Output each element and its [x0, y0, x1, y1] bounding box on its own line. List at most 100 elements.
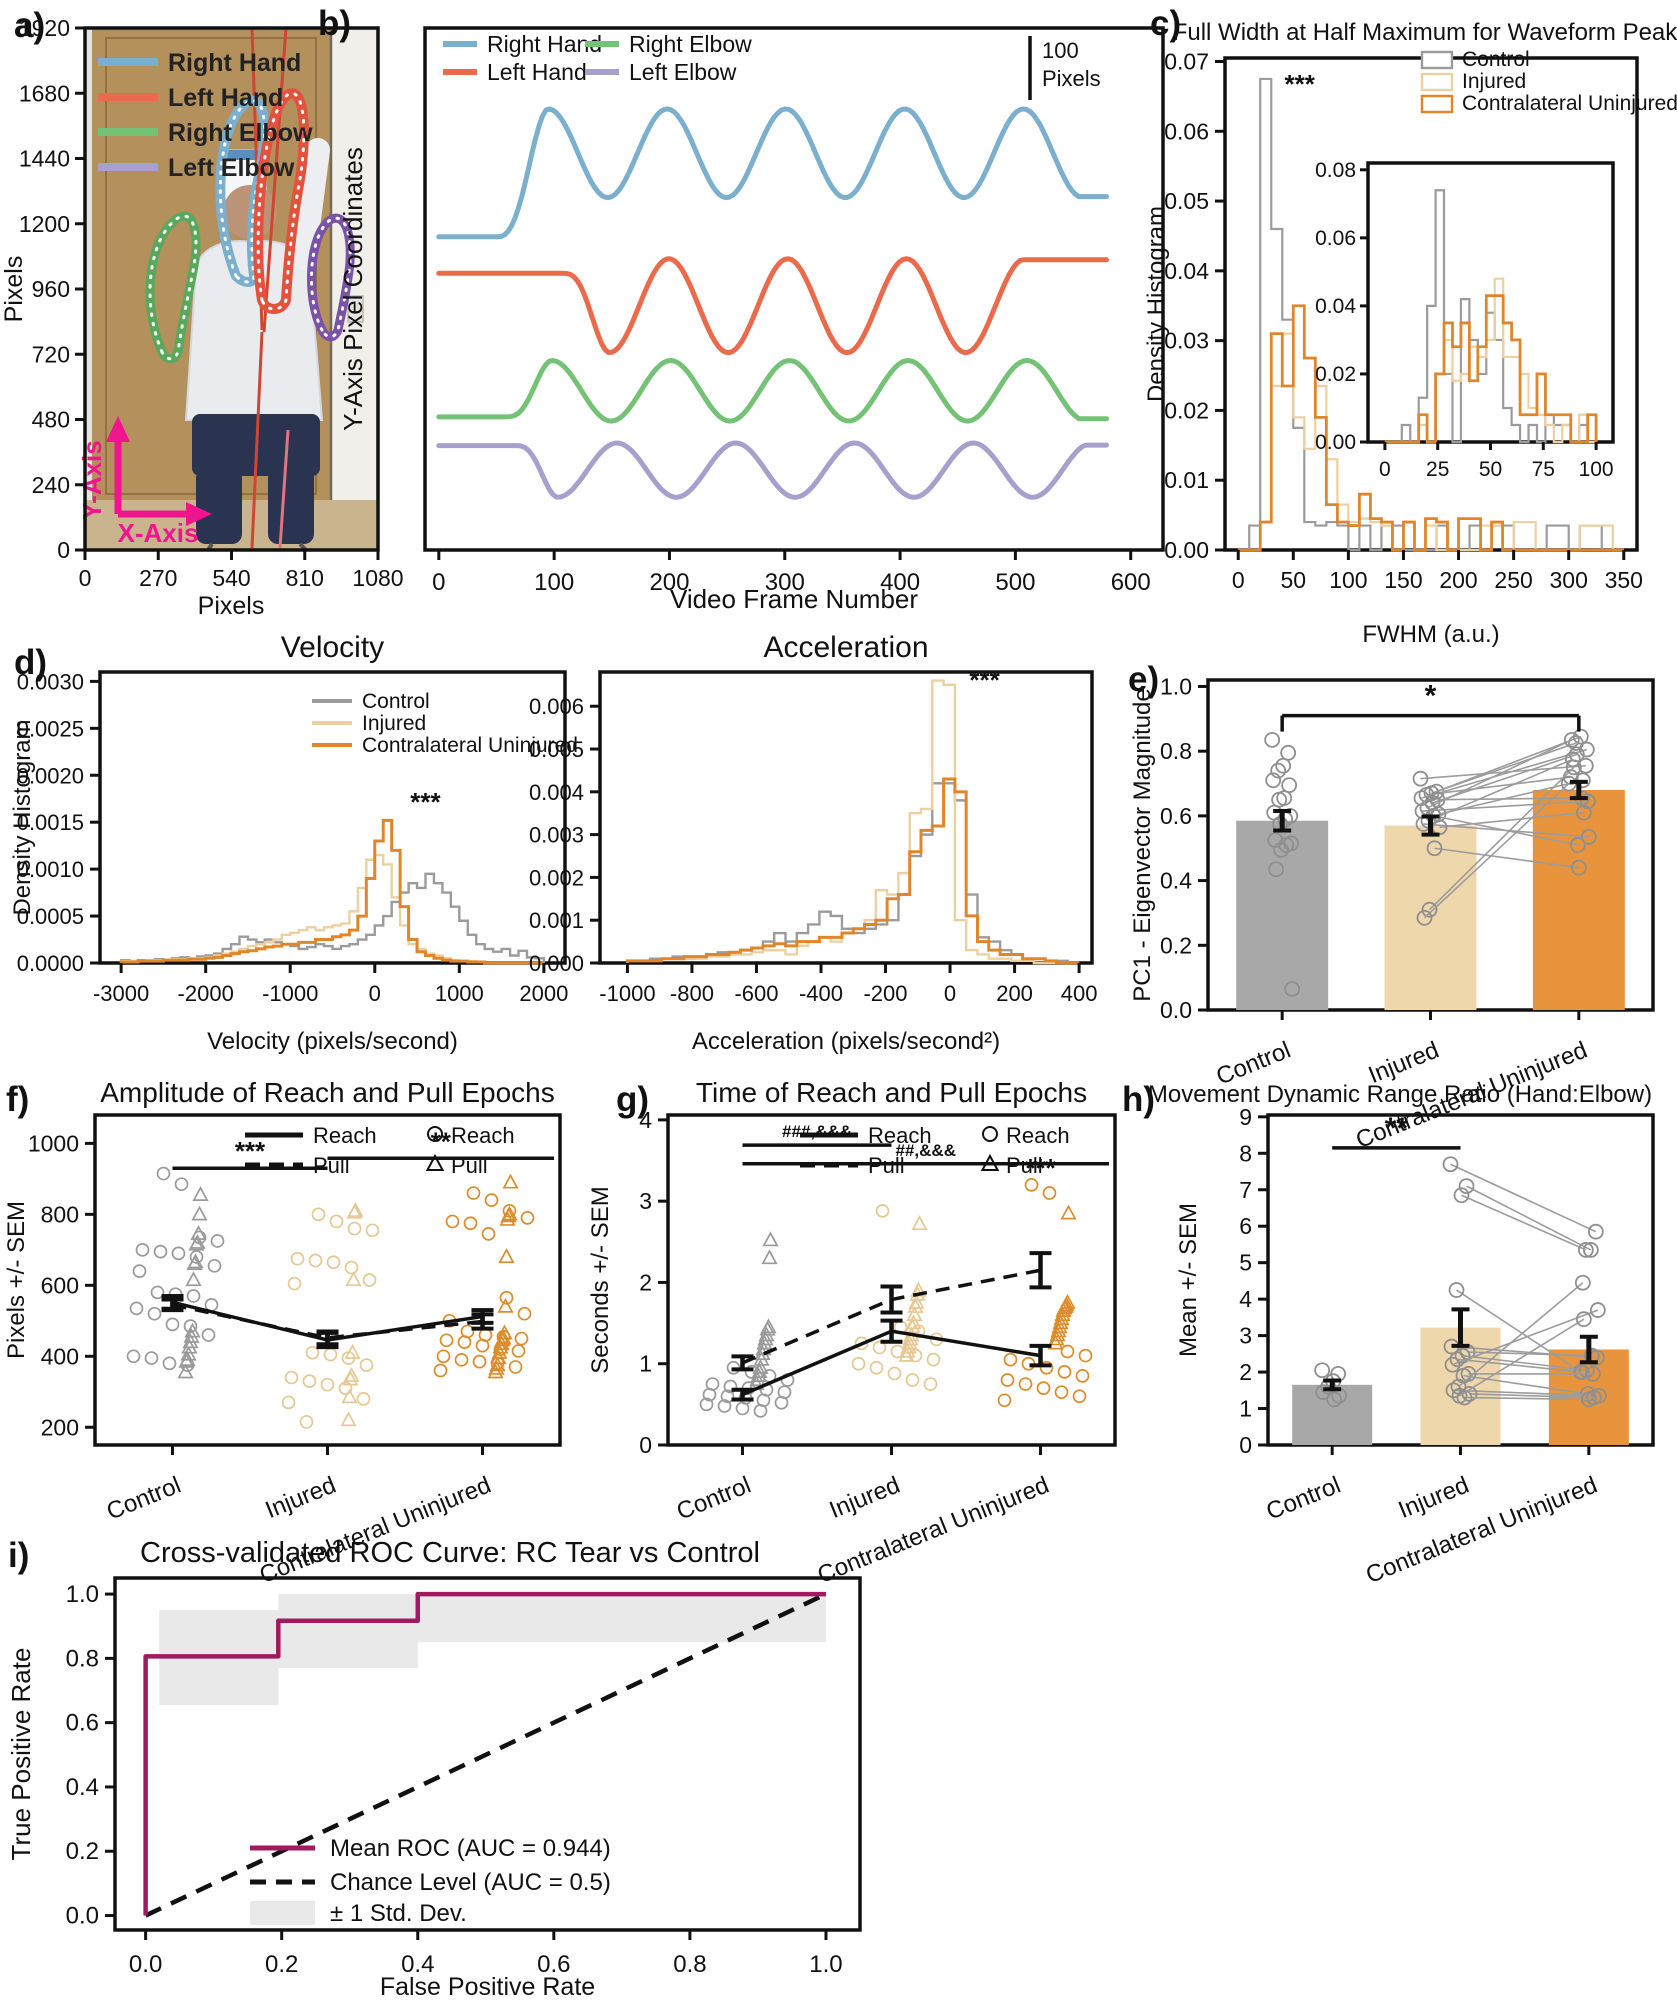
svg-text:150: 150 — [1384, 567, 1422, 593]
svg-text:FWHM (a.u.): FWHM (a.u.) — [1362, 621, 1499, 648]
svg-text:810: 810 — [286, 565, 324, 591]
svg-text:Pixels: Pixels — [1042, 66, 1101, 91]
panel-a-label: a) — [14, 6, 46, 45]
svg-text:Velocity: Velocity — [281, 631, 384, 664]
svg-text:Left Elbow: Left Elbow — [168, 154, 295, 182]
svg-text:0.001: 0.001 — [529, 908, 584, 933]
panel-h-label: h) — [1122, 1080, 1156, 1119]
svg-text:Right Hand: Right Hand — [168, 49, 301, 77]
panel-f-label: f) — [6, 1080, 30, 1119]
svg-text:1680: 1680 — [19, 80, 70, 106]
svg-text:Movement Dynamic Range Ratio (: Movement Dynamic Range Ratio (Hand:Elbow… — [1148, 1081, 1652, 1108]
svg-text:0.0: 0.0 — [129, 1951, 162, 1978]
svg-text:0.8: 0.8 — [1160, 738, 1192, 764]
svg-text:Right Elbow: Right Elbow — [629, 31, 752, 57]
svg-text:200: 200 — [41, 1414, 79, 1440]
svg-text:***: *** — [969, 665, 1000, 695]
svg-text:Pixels: Pixels — [0, 256, 28, 323]
svg-text:True Positive Rate: True Positive Rate — [6, 1648, 36, 1861]
svg-text:0.4: 0.4 — [401, 1951, 434, 1978]
panel-e-label: e) — [1128, 660, 1160, 699]
svg-text:960: 960 — [32, 276, 70, 302]
svg-text:Injured: Injured — [826, 1472, 904, 1525]
svg-text:1200: 1200 — [19, 211, 70, 237]
panel-d-label: d) — [14, 643, 48, 682]
svg-text:**: ** — [431, 1126, 452, 1156]
svg-text:Left Elbow: Left Elbow — [629, 59, 737, 85]
svg-text:Contralateral Uninjured: Contralateral Uninjured — [362, 734, 578, 757]
svg-text:Injured: Injured — [1395, 1472, 1473, 1525]
svg-text:0.002: 0.002 — [529, 865, 584, 890]
svg-text:1.0: 1.0 — [1160, 673, 1192, 699]
svg-text:0: 0 — [1239, 1432, 1252, 1458]
svg-text:0.0: 0.0 — [1160, 997, 1192, 1023]
svg-text:0.0: 0.0 — [66, 1903, 99, 1930]
svg-text:350: 350 — [1605, 567, 1643, 593]
svg-text:Y-Axis Pixel Coordinates: Y-Axis Pixel Coordinates — [338, 147, 368, 431]
panel-c-label: c) — [1150, 4, 1182, 43]
svg-text:2: 2 — [1239, 1359, 1252, 1385]
svg-text:***: *** — [235, 1136, 266, 1166]
svg-text:9: 9 — [1239, 1104, 1252, 1130]
svg-text:1920: 1920 — [19, 15, 70, 41]
svg-text:0.0020: 0.0020 — [17, 763, 84, 788]
svg-text:PC1 - Eigenvector Magnitude: PC1 - Eigenvector Magnitude — [1129, 688, 1156, 1002]
svg-text:Acceleration (pixels/second²): Acceleration (pixels/second²) — [692, 1028, 1000, 1055]
svg-text:Reach: Reach — [313, 1123, 377, 1148]
svg-text:1: 1 — [1239, 1396, 1252, 1422]
svg-text:1000: 1000 — [435, 981, 484, 1006]
svg-text:0.0005: 0.0005 — [17, 904, 84, 929]
svg-text:Density Histogram: Density Histogram — [9, 719, 36, 915]
svg-text:0.6: 0.6 — [537, 1951, 570, 1978]
svg-text:0.2: 0.2 — [66, 1838, 99, 1865]
svg-text:-600: -600 — [734, 981, 778, 1006]
svg-text:-1000: -1000 — [262, 981, 318, 1006]
svg-text:100: 100 — [1579, 458, 1614, 481]
svg-text:0: 0 — [1379, 458, 1391, 481]
svg-text:Contralateral Uninjured: Contralateral Uninjured — [1362, 1472, 1601, 1589]
svg-text:0.03: 0.03 — [1164, 328, 1209, 354]
svg-text:8: 8 — [1239, 1140, 1252, 1166]
svg-text:400: 400 — [880, 569, 920, 596]
svg-text:300: 300 — [1550, 567, 1588, 593]
svg-text:200: 200 — [649, 569, 689, 596]
svg-text:0.8: 0.8 — [673, 1951, 706, 1978]
svg-text:3: 3 — [1239, 1323, 1252, 1349]
svg-text:600: 600 — [1111, 569, 1151, 596]
svg-text:Density Histogram: Density Histogram — [1143, 206, 1170, 402]
svg-text:4: 4 — [1239, 1286, 1252, 1312]
svg-text:75: 75 — [1532, 458, 1555, 481]
svg-text:0.0000: 0.0000 — [17, 951, 84, 976]
svg-text:0.6: 0.6 — [1160, 803, 1192, 829]
svg-text:0.4: 0.4 — [1160, 868, 1192, 894]
svg-text:1.0: 1.0 — [66, 1581, 99, 1608]
svg-text:2000: 2000 — [519, 981, 568, 1006]
svg-text:Y-Axis: Y-Axis — [77, 440, 107, 520]
svg-text:Time of Reach and Pull Epochs: Time of Reach and Pull Epochs — [696, 1077, 1087, 1108]
svg-text:Right Hand: Right Hand — [487, 31, 602, 57]
svg-text:Reach: Reach — [451, 1123, 515, 1148]
svg-text:0: 0 — [79, 565, 92, 591]
svg-text:1: 1 — [639, 1351, 652, 1377]
svg-text:-2000: -2000 — [178, 981, 234, 1006]
svg-text:0.2: 0.2 — [1160, 932, 1192, 958]
svg-text:0.000: 0.000 — [529, 951, 584, 976]
svg-text:0.04: 0.04 — [1164, 258, 1209, 284]
svg-text:Video Frame Number: Video Frame Number — [670, 584, 918, 614]
svg-text:1000: 1000 — [28, 1130, 79, 1156]
svg-text:0.004: 0.004 — [529, 780, 584, 805]
svg-text:Full Width at Half Maximum for: Full Width at Half Maximum for Waveform … — [1173, 19, 1677, 46]
svg-text:5: 5 — [1239, 1250, 1252, 1276]
svg-text:2: 2 — [639, 1269, 652, 1295]
svg-text:400: 400 — [1061, 981, 1098, 1006]
svg-text:-200: -200 — [863, 981, 907, 1006]
svg-text:Injured: Injured — [262, 1472, 340, 1525]
svg-text:0: 0 — [1232, 567, 1245, 593]
svg-text:Velocity (pixels/second): Velocity (pixels/second) — [207, 1028, 458, 1055]
svg-text:0.8: 0.8 — [66, 1645, 99, 1672]
svg-text:200: 200 — [996, 981, 1033, 1006]
svg-text:0.6: 0.6 — [66, 1710, 99, 1737]
svg-text:300: 300 — [765, 569, 805, 596]
